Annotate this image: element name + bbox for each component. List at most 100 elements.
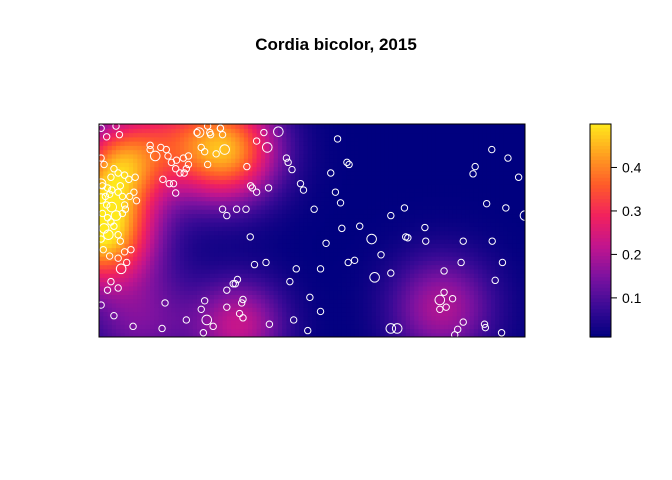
heat-cell — [175, 204, 181, 210]
heat-cell — [418, 141, 424, 146]
heat-cell — [516, 128, 522, 134]
heat-cell — [350, 251, 356, 257]
heat-cell — [444, 243, 449, 249]
heat-cell — [482, 136, 488, 142]
chart-title: Cordia bicolor, 2015 — [255, 35, 417, 54]
heat-cell — [273, 243, 279, 249]
heat-cell — [290, 315, 296, 321]
heat-cell — [341, 234, 347, 240]
heat-cell — [414, 243, 420, 249]
heat-cell — [252, 239, 258, 244]
heat-cell — [431, 158, 437, 163]
heat-cell — [141, 319, 147, 325]
heat-cell — [465, 307, 471, 313]
heat-cell — [495, 213, 501, 219]
heat-cell — [243, 141, 249, 146]
heat-cell — [218, 247, 224, 253]
heat-cell — [427, 285, 432, 291]
heat-cell — [103, 332, 109, 337]
heat-cell — [116, 260, 121, 266]
heat-cell — [512, 264, 518, 270]
heat-cell — [243, 264, 249, 270]
heat-cell — [439, 264, 445, 270]
heat-cell — [248, 230, 253, 236]
heat-cell — [179, 221, 185, 227]
heat-cell — [226, 213, 232, 219]
heat-cell — [239, 268, 245, 274]
heat-cell — [435, 332, 441, 337]
heat-cell — [384, 132, 390, 138]
heat-cell — [243, 128, 249, 134]
heat-cell — [307, 251, 313, 257]
heat-cell — [243, 183, 249, 189]
heat-cell — [286, 128, 292, 134]
heat-cell — [363, 256, 368, 261]
heat-cell — [354, 315, 360, 321]
heat-cell — [294, 281, 300, 287]
heat-cell — [452, 124, 458, 129]
heat-cell — [427, 298, 432, 304]
heat-cell — [145, 298, 151, 304]
heat-cell — [226, 179, 232, 185]
heat-cell — [405, 247, 411, 253]
heat-cell — [507, 298, 513, 304]
heat-cell — [145, 294, 151, 300]
heat-cell — [465, 273, 471, 278]
heat-cell — [239, 132, 245, 138]
heat-cell — [239, 124, 245, 129]
heat-cell — [116, 136, 121, 142]
heat-cell — [380, 149, 386, 155]
heat-cell — [346, 243, 351, 249]
heat-cell — [346, 319, 351, 325]
heat-cell — [188, 268, 194, 274]
heat-cell — [439, 251, 445, 257]
heat-cell — [222, 183, 228, 189]
heat-cell — [218, 277, 224, 283]
heat-cell — [333, 234, 339, 240]
heat-cell — [175, 239, 181, 244]
heat-cell — [175, 247, 181, 253]
heat-cell — [103, 209, 109, 215]
heat-cell — [316, 247, 322, 253]
heat-cell — [128, 132, 134, 138]
heat-cell — [516, 217, 522, 223]
heat-cell — [248, 247, 253, 253]
heat-cell — [239, 273, 245, 278]
heat-cell — [239, 332, 245, 337]
heat-cell — [414, 247, 420, 253]
heat-cell — [341, 268, 347, 274]
heat-cell — [265, 247, 270, 253]
heat-cell — [137, 307, 143, 313]
heat-cell — [320, 209, 326, 215]
heat-cell — [435, 221, 441, 227]
heat-cell — [192, 179, 198, 185]
heat-cell — [435, 239, 441, 244]
heat-cell — [248, 209, 253, 215]
heat-cell — [209, 226, 215, 232]
heat-cell — [431, 200, 437, 206]
heat-cell — [473, 285, 479, 291]
heat-cell — [316, 213, 322, 219]
heat-cell — [158, 196, 164, 202]
heat-cell — [252, 311, 258, 317]
heat-cell — [214, 149, 219, 155]
heat-cell — [282, 251, 288, 257]
heat-cell — [405, 200, 411, 206]
heat-cell — [482, 234, 488, 240]
heat-cell — [150, 179, 155, 185]
heat-cell — [307, 226, 313, 232]
heat-cell — [431, 166, 437, 172]
heat-cell — [192, 285, 198, 291]
heat-cell — [184, 226, 190, 232]
heat-cell — [162, 311, 168, 317]
heat-cell — [401, 196, 407, 202]
heat-cell — [201, 319, 207, 325]
heat-cell — [388, 124, 394, 129]
heat-cell — [303, 273, 309, 278]
heat-cell — [248, 196, 253, 202]
heat-cell — [469, 251, 475, 257]
heat-cell — [427, 247, 432, 253]
heat-cell — [452, 136, 458, 142]
heat-cell — [239, 149, 245, 155]
heat-cell — [333, 170, 339, 176]
